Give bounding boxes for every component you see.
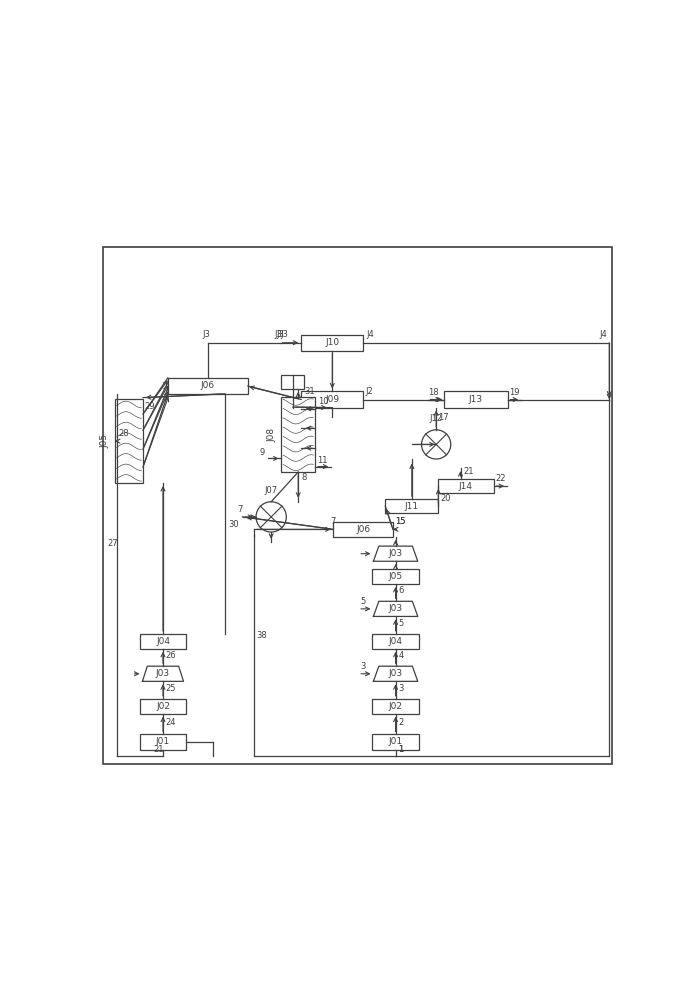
FancyBboxPatch shape	[281, 375, 304, 389]
FancyBboxPatch shape	[140, 634, 186, 649]
Text: J01: J01	[389, 737, 403, 746]
Text: 27: 27	[107, 539, 118, 548]
Text: 7: 7	[237, 505, 242, 514]
Text: 3: 3	[360, 662, 365, 671]
Text: J3: J3	[281, 330, 288, 339]
Text: 38: 38	[257, 631, 267, 640]
Text: 24: 24	[165, 718, 176, 727]
Text: 19: 19	[509, 388, 520, 397]
Text: 26: 26	[165, 651, 177, 660]
Text: 29: 29	[144, 402, 155, 411]
Text: 22: 22	[496, 474, 506, 483]
FancyBboxPatch shape	[438, 479, 493, 493]
Text: J12: J12	[430, 414, 443, 423]
Text: 31: 31	[304, 387, 315, 396]
FancyBboxPatch shape	[140, 734, 186, 750]
Text: J4: J4	[600, 330, 607, 339]
Text: J4: J4	[366, 330, 374, 339]
Text: J03: J03	[389, 604, 403, 613]
Text: 5: 5	[399, 619, 403, 628]
Text: 17: 17	[438, 413, 449, 422]
Text: J06: J06	[201, 381, 215, 390]
Text: 21: 21	[154, 745, 164, 754]
Text: 2: 2	[399, 718, 403, 727]
Text: 10: 10	[318, 397, 328, 406]
Text: J01: J01	[156, 737, 170, 746]
Text: J03: J03	[156, 669, 170, 678]
Text: 8: 8	[301, 473, 306, 482]
FancyBboxPatch shape	[140, 699, 186, 714]
Text: J2: J2	[366, 387, 373, 396]
FancyBboxPatch shape	[385, 499, 438, 513]
FancyBboxPatch shape	[444, 391, 507, 408]
Text: 9: 9	[260, 448, 265, 457]
Text: 5: 5	[360, 597, 365, 606]
Text: J02: J02	[389, 702, 403, 711]
Text: 15: 15	[396, 517, 406, 526]
Text: 3: 3	[399, 684, 403, 693]
Text: J08: J08	[267, 428, 276, 442]
FancyBboxPatch shape	[372, 734, 419, 750]
Text: J04: J04	[389, 637, 403, 646]
Text: J14: J14	[459, 482, 473, 491]
FancyBboxPatch shape	[115, 399, 143, 483]
Text: J13: J13	[468, 395, 483, 404]
Text: J3: J3	[277, 330, 285, 339]
Text: J05: J05	[389, 572, 403, 581]
Text: 21: 21	[463, 467, 474, 476]
Text: 28: 28	[119, 429, 129, 438]
Text: J04: J04	[156, 637, 170, 646]
Text: J3: J3	[274, 330, 282, 339]
Text: 11: 11	[317, 456, 327, 465]
Text: J07: J07	[265, 486, 278, 495]
Text: 25: 25	[165, 684, 176, 693]
Text: 20: 20	[440, 494, 451, 503]
FancyBboxPatch shape	[302, 335, 364, 351]
Text: J06: J06	[356, 525, 370, 534]
Text: J05: J05	[101, 434, 110, 448]
FancyBboxPatch shape	[168, 378, 248, 394]
FancyBboxPatch shape	[372, 634, 419, 649]
Text: 1: 1	[399, 745, 403, 754]
Text: 4: 4	[399, 651, 403, 660]
FancyBboxPatch shape	[372, 699, 419, 714]
Text: 18: 18	[429, 388, 439, 397]
Text: 15: 15	[396, 517, 406, 526]
FancyBboxPatch shape	[334, 522, 393, 537]
Text: J02: J02	[156, 702, 170, 711]
Text: J09: J09	[325, 395, 339, 404]
Text: J03: J03	[389, 549, 403, 558]
Text: J3: J3	[202, 330, 210, 339]
Text: J10: J10	[325, 338, 339, 347]
FancyBboxPatch shape	[372, 569, 419, 584]
FancyBboxPatch shape	[281, 397, 315, 472]
Text: 30: 30	[228, 520, 239, 529]
Text: 6: 6	[399, 586, 403, 595]
Text: J03: J03	[389, 669, 403, 678]
FancyBboxPatch shape	[302, 391, 364, 408]
Text: 7: 7	[331, 517, 336, 526]
Text: 1: 1	[399, 745, 403, 754]
Text: J11: J11	[405, 502, 419, 511]
